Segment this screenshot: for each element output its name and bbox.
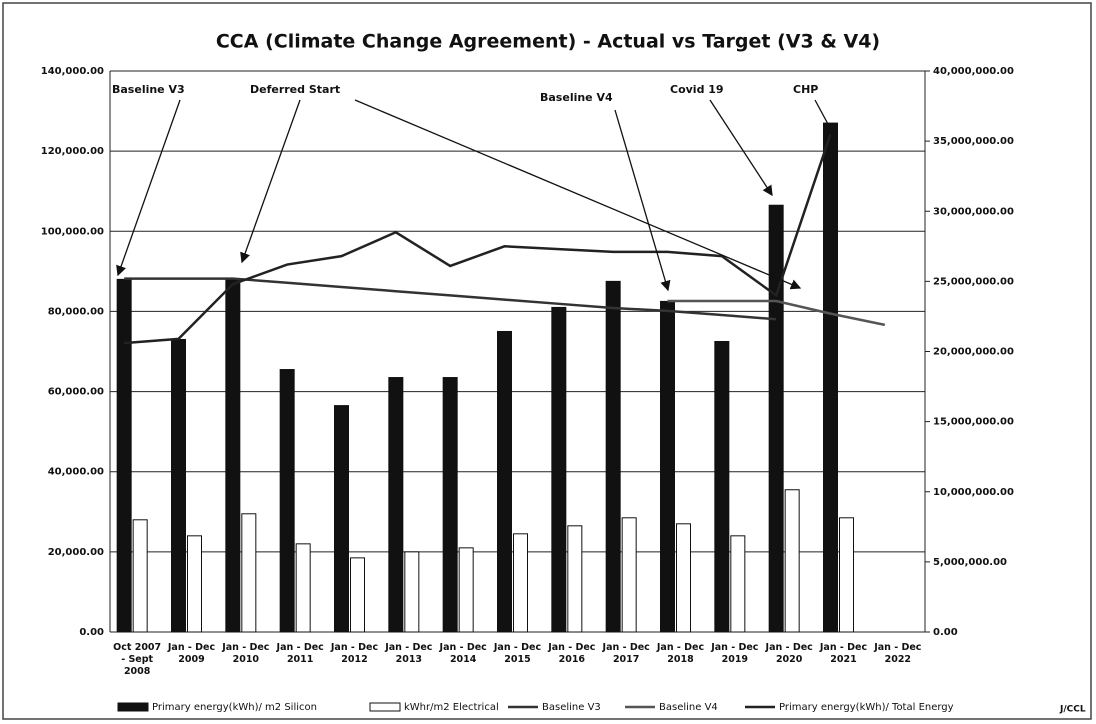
annotation: Covid 19 bbox=[670, 83, 724, 96]
x-tick-label: Jan - Dec 2009 bbox=[167, 642, 216, 665]
bar bbox=[350, 557, 365, 633]
annotation-arrow bbox=[709, 99, 773, 197]
legend-label: kWhr/m2 Electrical bbox=[404, 702, 499, 713]
legend-label: Baseline V3 bbox=[542, 702, 601, 713]
bar bbox=[730, 535, 746, 633]
bar bbox=[605, 280, 621, 633]
line bbox=[667, 299, 886, 327]
x-tick-label: Jan - Dec 2020 bbox=[765, 642, 813, 665]
annotation: Deferred Start bbox=[250, 83, 340, 96]
annotation: Baseline V3 bbox=[112, 83, 185, 96]
bar bbox=[784, 489, 800, 633]
legend-swatch bbox=[369, 702, 401, 712]
bar bbox=[513, 533, 528, 633]
y-tick-label: 60,000.00 bbox=[48, 387, 104, 398]
annotation-arrow bbox=[354, 99, 802, 290]
y2-tick-label: 15,000,000.00 bbox=[933, 417, 1014, 428]
bar bbox=[334, 405, 349, 633]
line bbox=[124, 277, 777, 321]
bar bbox=[388, 377, 404, 633]
bar bbox=[171, 338, 186, 633]
y-tick-label: 80,000.00 bbox=[48, 306, 104, 317]
y2-tick-label: 35,000,000.00 bbox=[933, 136, 1014, 147]
annotation-arrow bbox=[614, 109, 671, 292]
chart-title: CCA (Climate Change Agreement) - Actual … bbox=[216, 31, 880, 53]
x-tick-label: Jan - Dec 2011 bbox=[276, 642, 324, 665]
bar bbox=[551, 306, 567, 633]
footer-note: J/CCL bbox=[1059, 705, 1086, 715]
legend-label: Primary energy(kWh)/ Total Energy bbox=[779, 702, 954, 713]
y-tick-label: 120,000.00 bbox=[41, 146, 104, 157]
bar bbox=[279, 369, 295, 633]
bar bbox=[187, 535, 202, 633]
y-tick-label: 0.00 bbox=[79, 627, 104, 638]
annotation: Baseline V4 bbox=[540, 91, 613, 104]
bar bbox=[225, 278, 241, 633]
x-tick-label: Jan - Dec 2010 bbox=[222, 642, 270, 665]
annotation: CHP bbox=[793, 83, 818, 96]
bar bbox=[621, 517, 637, 633]
bar bbox=[714, 340, 730, 633]
y-tick-label: 100,000.00 bbox=[41, 226, 104, 237]
x-tick-label: Jan - Dec 2013 bbox=[385, 642, 433, 665]
x-tick-label: Jan - Dec 2012 bbox=[330, 642, 379, 665]
bar bbox=[458, 547, 474, 633]
bar bbox=[660, 300, 675, 633]
bar bbox=[241, 513, 257, 633]
y-tick-label: 40,000.00 bbox=[48, 467, 104, 478]
bar bbox=[132, 519, 148, 633]
y2-tick-label: 25,000,000.00 bbox=[933, 276, 1014, 287]
bar bbox=[823, 122, 838, 633]
y2-tick-label: 40,000,000.00 bbox=[933, 66, 1014, 77]
bar bbox=[768, 204, 784, 633]
y2-tick-label: 0.00 bbox=[933, 627, 958, 638]
y2-tick-label: 20,000,000.00 bbox=[933, 347, 1014, 358]
legend-label: Primary energy(kWh)/ m2 Silicon bbox=[152, 702, 317, 713]
x-tick-label: Jan - Dec 2017 bbox=[602, 642, 650, 665]
bar bbox=[567, 525, 583, 633]
bar bbox=[116, 278, 132, 633]
legend-label: Baseline V4 bbox=[659, 702, 718, 713]
bar bbox=[676, 523, 691, 633]
x-tick-label: Jan - Dec 2021 bbox=[819, 642, 868, 665]
y-tick-label: 20,000.00 bbox=[48, 547, 104, 558]
bar bbox=[442, 377, 458, 633]
bar bbox=[295, 543, 311, 633]
x-tick-label: Oct 2007 - Sept 2008 bbox=[113, 642, 162, 677]
y2-tick-label: 30,000,000.00 bbox=[933, 206, 1014, 217]
y2-tick-label: 5,000,000.00 bbox=[933, 557, 1007, 568]
legend-swatch bbox=[117, 702, 149, 712]
x-tick-label: Jan - Dec 2014 bbox=[439, 642, 487, 665]
y2-tick-label: 10,000,000.00 bbox=[933, 487, 1014, 498]
x-tick-label: Jan - Dec 2019 bbox=[711, 642, 759, 665]
bar bbox=[404, 551, 420, 633]
bar bbox=[497, 330, 512, 633]
line bbox=[124, 133, 832, 345]
y-tick-label: 140,000.00 bbox=[41, 66, 104, 77]
annotation-arrow bbox=[814, 99, 836, 139]
x-tick-label: Jan - Dec 2018 bbox=[656, 642, 705, 665]
x-tick-label: Jan - Dec 2015 bbox=[493, 642, 542, 665]
x-tick-label: Jan - Dec 2022 bbox=[874, 642, 922, 665]
annotation-arrow bbox=[240, 99, 301, 264]
x-tick-label: Jan - Dec 2016 bbox=[548, 642, 596, 665]
annotation-arrow bbox=[116, 99, 181, 277]
bar bbox=[839, 517, 854, 633]
